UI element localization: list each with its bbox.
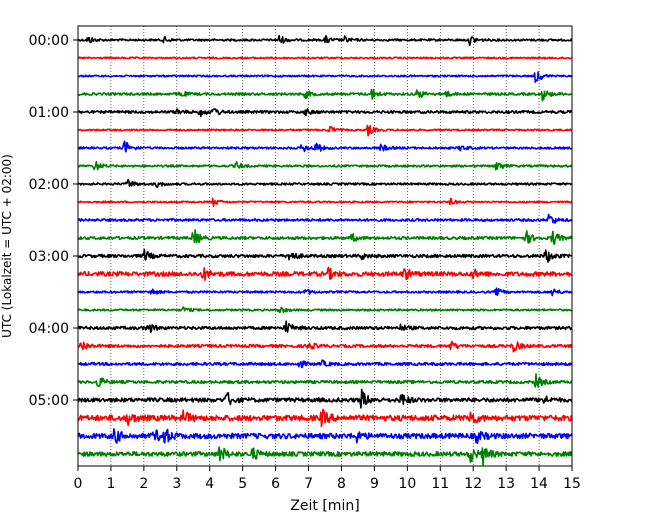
y-tick-label: 02:00 — [29, 177, 69, 193]
x-tick-label: 7 — [304, 476, 313, 492]
y-axis-ticks: 00:00 01:00 02:00 03:00 04:00 05:00 — [29, 33, 78, 409]
x-tick-label: 5 — [238, 476, 247, 492]
trace-0000 — [77, 34, 573, 47]
y-tick-label: 00:00 — [29, 33, 69, 49]
trace-0315 — [77, 266, 573, 281]
trace-0500 — [77, 388, 573, 409]
y-axis-label: UTC (Lokalzeit = UTC + 02:00) — [0, 154, 14, 338]
vertical-gridlines — [110, 26, 540, 466]
x-tick-label: 1 — [106, 476, 115, 492]
x-tick-label: 0 — [74, 476, 83, 492]
x-tick-label: 4 — [205, 476, 214, 492]
x-tick-label: 14 — [530, 476, 548, 492]
trace-0030 — [77, 71, 573, 83]
trace-0345 — [77, 306, 573, 314]
trace-group — [77, 34, 573, 467]
trace-0430 — [77, 359, 573, 369]
trace-0445 — [77, 373, 573, 388]
trace-0530 — [77, 428, 573, 444]
trace-0545 — [77, 446, 573, 467]
x-axis-label: Zeit [min] — [290, 498, 359, 514]
x-tick-label: 6 — [271, 476, 280, 492]
y-tick-label: 03:00 — [29, 249, 69, 265]
trace-0130 — [77, 140, 573, 153]
x-tick-label: 13 — [497, 476, 515, 492]
x-tick-label: 9 — [370, 476, 379, 492]
x-tick-label: 10 — [398, 476, 416, 492]
trace-0215 — [77, 197, 573, 207]
x-axis-ticks: 0 1 2 3 4 5 6 7 8 9 10 11 12 13 14 15 — [74, 466, 581, 492]
x-tick-label: 8 — [337, 476, 346, 492]
trace-0115 — [77, 124, 573, 137]
y-tick-label: 05:00 — [29, 393, 69, 409]
y-tick-label: 04:00 — [29, 321, 69, 337]
trace-0045 — [77, 88, 573, 102]
trace-0245 — [77, 229, 573, 245]
x-tick-label: 11 — [431, 476, 449, 492]
trace-0230 — [77, 213, 573, 224]
x-tick-label: 12 — [464, 476, 482, 492]
trace-0330 — [77, 287, 573, 297]
x-tick-label: 2 — [139, 476, 148, 492]
trace-0145 — [77, 161, 573, 171]
x-tick-label: 3 — [172, 476, 181, 492]
trace-0015 — [77, 56, 573, 60]
trace-0415 — [77, 340, 573, 353]
trace-0300 — [77, 248, 573, 263]
trace-0515 — [77, 408, 573, 428]
y-tick-label: 01:00 — [29, 105, 69, 121]
trace-0400 — [77, 320, 573, 334]
trace-0100 — [77, 108, 573, 118]
plot-frame — [77, 25, 573, 467]
x-tick-label: 15 — [563, 476, 581, 492]
trace-0200 — [77, 178, 573, 189]
